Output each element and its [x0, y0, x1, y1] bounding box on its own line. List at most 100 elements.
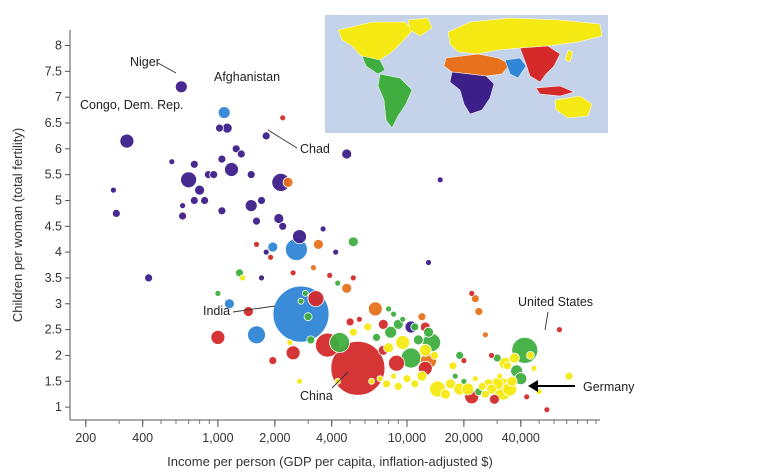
data-point: [239, 274, 247, 282]
data-point: [506, 375, 518, 387]
data-point: [416, 370, 428, 382]
data-point: [382, 379, 392, 389]
data-point: [460, 357, 468, 365]
data-point: [410, 322, 420, 332]
data-point: [412, 334, 424, 346]
x-tick-label: 40,000: [502, 431, 540, 445]
data-point: [471, 375, 479, 383]
annotation-layer: Niger Afghanistan Congo, Dem. Rep. Chad Indi…: [80, 55, 635, 403]
data-point: [231, 144, 241, 154]
y-tick-label: 6: [55, 142, 62, 156]
data-point: [217, 206, 227, 216]
east-asia-shape: [519, 45, 561, 83]
x-tick-label: 4,000: [316, 431, 347, 445]
data-point: [363, 322, 373, 332]
data-point: [309, 264, 317, 272]
data-point: [217, 106, 231, 119]
data-point: [509, 352, 520, 364]
data-point: [418, 343, 432, 357]
data-point: [111, 208, 121, 218]
data-point: [367, 301, 383, 317]
data-point: [486, 383, 497, 395]
data-point: [488, 351, 495, 359]
data-point: [341, 148, 353, 160]
data-point: [306, 335, 316, 345]
central-america-shape: [361, 55, 386, 75]
data-point: [209, 170, 219, 180]
y-tick-label: 7: [55, 90, 62, 104]
y-tick-label: 3: [55, 297, 62, 311]
data-point: [399, 315, 407, 323]
x-axis-title: Income per person (GDP per capita, infla…: [167, 454, 493, 469]
data-point: [257, 196, 266, 205]
data-point: [329, 332, 351, 353]
japan-shape: [564, 49, 574, 63]
south-asia-shape: [504, 57, 527, 79]
sub-saharan-africa-shape: [449, 71, 495, 115]
south-america-shape: [377, 73, 413, 129]
y-tick-label: 4: [55, 245, 62, 259]
data-point: [180, 171, 198, 189]
x-tick-label: 10,000: [388, 431, 426, 445]
australia-shape: [554, 95, 593, 119]
north-africa-middle-east-shape: [443, 53, 511, 77]
data-point: [303, 312, 313, 322]
data-point: [460, 377, 468, 385]
data-point: [292, 229, 307, 245]
data-point: [289, 269, 297, 277]
data-point: [258, 274, 265, 282]
annotation-leader: [267, 129, 298, 149]
data-point: [388, 354, 405, 372]
data-point: [194, 184, 206, 196]
data-point: [348, 327, 358, 337]
maritime-asia-shape: [535, 85, 575, 97]
greenland-shape: [407, 17, 433, 37]
annotation-label: Chad: [300, 142, 330, 156]
data-point: [377, 318, 389, 330]
data-point: [402, 374, 412, 384]
data-point: [178, 211, 188, 221]
data-point: [262, 248, 270, 256]
data-point: [395, 335, 411, 350]
data-point: [384, 325, 398, 339]
data-point: [244, 199, 258, 213]
data-point: [341, 282, 353, 294]
data-point: [119, 133, 135, 149]
data-point: [282, 176, 294, 188]
data-point: [470, 294, 480, 304]
data-point: [144, 273, 154, 283]
data-point: [451, 372, 459, 380]
data-point: [307, 290, 325, 308]
y-tick-label: 7.5: [45, 64, 62, 78]
region-map-legend: [325, 15, 608, 133]
data-point: [200, 196, 210, 205]
annotation-leader: [157, 62, 177, 74]
data-point: [189, 159, 199, 169]
y-tick-label: 8: [55, 38, 62, 52]
north-america-shape: [337, 21, 414, 63]
data-point: [252, 216, 261, 226]
data-point: [410, 379, 420, 389]
data-point: [334, 279, 342, 287]
data-point: [242, 306, 254, 317]
annotation-leader: [232, 305, 276, 313]
annotation-leader: [331, 371, 349, 389]
annotation-label: China: [300, 389, 333, 403]
data-point: [530, 364, 538, 372]
y-tick-label: 2: [55, 348, 62, 362]
data-point: [319, 225, 327, 233]
data-point: [285, 345, 301, 361]
data-point: [423, 326, 434, 338]
data-point: [468, 289, 476, 297]
y-tick-label: 2.5: [45, 323, 62, 337]
data-point: [417, 312, 427, 322]
data-point: [480, 389, 490, 399]
data-point: [445, 378, 456, 390]
x-tick-label: 2,000: [259, 431, 290, 445]
data-point: [168, 158, 176, 166]
data-point: [246, 170, 256, 180]
annotation-label: Afghanistan: [214, 70, 280, 84]
data-point: [267, 241, 279, 253]
data-point: [268, 356, 278, 366]
data-point: [526, 350, 535, 360]
